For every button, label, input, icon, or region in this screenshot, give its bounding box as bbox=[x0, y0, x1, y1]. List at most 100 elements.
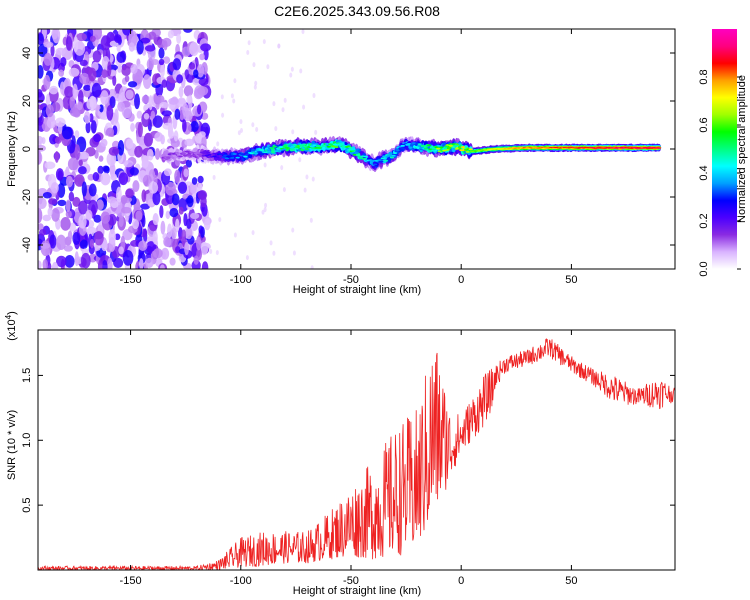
noise-blob bbox=[139, 258, 144, 269]
noise-blob bbox=[38, 223, 44, 231]
snr-x-ticks: -150 -100 -50 0 50 bbox=[120, 330, 578, 587]
noise-blob bbox=[245, 255, 249, 261]
noise-blob bbox=[146, 149, 154, 161]
noise-blob bbox=[63, 245, 73, 252]
ridge-cell bbox=[465, 150, 470, 153]
noise-blob bbox=[237, 130, 241, 136]
noise-blob bbox=[196, 236, 202, 251]
noise-blob bbox=[38, 33, 45, 46]
noise-blob bbox=[92, 171, 100, 182]
noise-blob bbox=[89, 96, 98, 110]
noise-blob bbox=[201, 261, 209, 269]
noise-blob bbox=[138, 240, 148, 251]
spectrogram-y-tick-label: 0 bbox=[21, 146, 33, 152]
noise-blob bbox=[65, 199, 71, 212]
noise-blob bbox=[158, 47, 165, 59]
noise-blob bbox=[65, 210, 72, 219]
noise-blob bbox=[291, 129, 295, 135]
noise-blob bbox=[183, 110, 193, 122]
ridge-cell bbox=[215, 156, 220, 159]
noise-blob bbox=[83, 84, 92, 91]
noise-blob bbox=[124, 75, 130, 83]
noise-blob bbox=[96, 199, 104, 211]
ridge-cell bbox=[220, 152, 225, 155]
noise-blob bbox=[113, 257, 124, 268]
noise-blob bbox=[266, 64, 270, 70]
noise-blob bbox=[114, 233, 121, 241]
ridge-cell bbox=[358, 157, 364, 159]
noise-blob bbox=[176, 33, 182, 44]
noise-blob bbox=[38, 207, 43, 224]
noise-blob bbox=[74, 144, 81, 161]
noise-blob bbox=[198, 131, 206, 138]
ridge-cell bbox=[411, 142, 416, 144]
noise-blob bbox=[161, 247, 170, 260]
noise-blob bbox=[152, 213, 159, 226]
noise-blob bbox=[147, 31, 157, 40]
snr-y-ticks: 0.5 1.0 1.5 bbox=[21, 368, 675, 513]
noise-blob bbox=[170, 227, 177, 240]
noise-blob bbox=[191, 177, 198, 185]
noise-blob bbox=[264, 202, 268, 208]
ridge-cell bbox=[235, 156, 240, 159]
snr-y-multiplier-base: (x10 bbox=[6, 319, 18, 340]
ridge-cell bbox=[309, 145, 314, 148]
noise-blob bbox=[282, 187, 286, 193]
noise-blob bbox=[176, 74, 184, 84]
noise-blob bbox=[254, 80, 258, 86]
noise-blob bbox=[220, 94, 224, 100]
spectrogram-x-ticks: -150 -100 -50 0 50 bbox=[120, 29, 578, 286]
noise-blob bbox=[145, 257, 154, 269]
ridge-cell bbox=[417, 143, 422, 146]
noise-blob bbox=[107, 257, 113, 269]
noise-blob bbox=[100, 211, 111, 224]
snr-y-multiplier-close: ) bbox=[6, 311, 18, 315]
noise-blob bbox=[128, 113, 135, 122]
noise-blob bbox=[163, 236, 172, 248]
noise-blob bbox=[165, 210, 171, 220]
noise-blob bbox=[45, 104, 54, 118]
ridge-cell bbox=[351, 149, 356, 152]
noise-blob bbox=[123, 160, 134, 168]
noise-blob bbox=[152, 248, 163, 259]
ridge-cell bbox=[190, 154, 196, 157]
noise-blob bbox=[108, 146, 120, 156]
noise-blob bbox=[56, 255, 67, 268]
noise-blob bbox=[161, 79, 168, 88]
noise-blob bbox=[182, 119, 187, 133]
noise-blob bbox=[251, 122, 255, 128]
noise-blob bbox=[141, 214, 146, 228]
noise-blob bbox=[240, 128, 244, 134]
noise-blob bbox=[233, 232, 237, 238]
noise-blob bbox=[44, 161, 56, 170]
noise-blob bbox=[197, 86, 209, 96]
noise-blob bbox=[289, 72, 293, 78]
noise-blob bbox=[127, 81, 138, 88]
ridge-cell bbox=[383, 159, 389, 162]
noise-blob bbox=[140, 203, 151, 210]
ridge-cell bbox=[304, 148, 310, 151]
noise-blob bbox=[277, 43, 281, 49]
ridge-cell bbox=[301, 143, 307, 146]
noise-blob bbox=[56, 234, 67, 251]
noise-blob bbox=[55, 47, 66, 56]
noise-blob bbox=[38, 65, 44, 79]
snr-x-tick-label: -150 bbox=[120, 575, 142, 587]
noise-blob bbox=[216, 141, 220, 147]
noise-blob bbox=[272, 101, 276, 107]
ridge-cell bbox=[221, 156, 227, 159]
noise-blob bbox=[118, 172, 129, 186]
noise-blob bbox=[79, 59, 88, 67]
noise-blob bbox=[38, 193, 43, 205]
noise-blob bbox=[141, 189, 147, 203]
noise-blob bbox=[50, 44, 55, 57]
noise-blob bbox=[68, 67, 80, 78]
noise-blob bbox=[174, 169, 181, 184]
noise-blob bbox=[183, 29, 193, 33]
noise-blob bbox=[89, 35, 96, 42]
noise-blob bbox=[43, 52, 53, 66]
ridge-cell bbox=[363, 155, 368, 158]
ridge-cell bbox=[409, 143, 415, 146]
noise-blob bbox=[136, 40, 144, 55]
noise-blob bbox=[196, 64, 205, 78]
